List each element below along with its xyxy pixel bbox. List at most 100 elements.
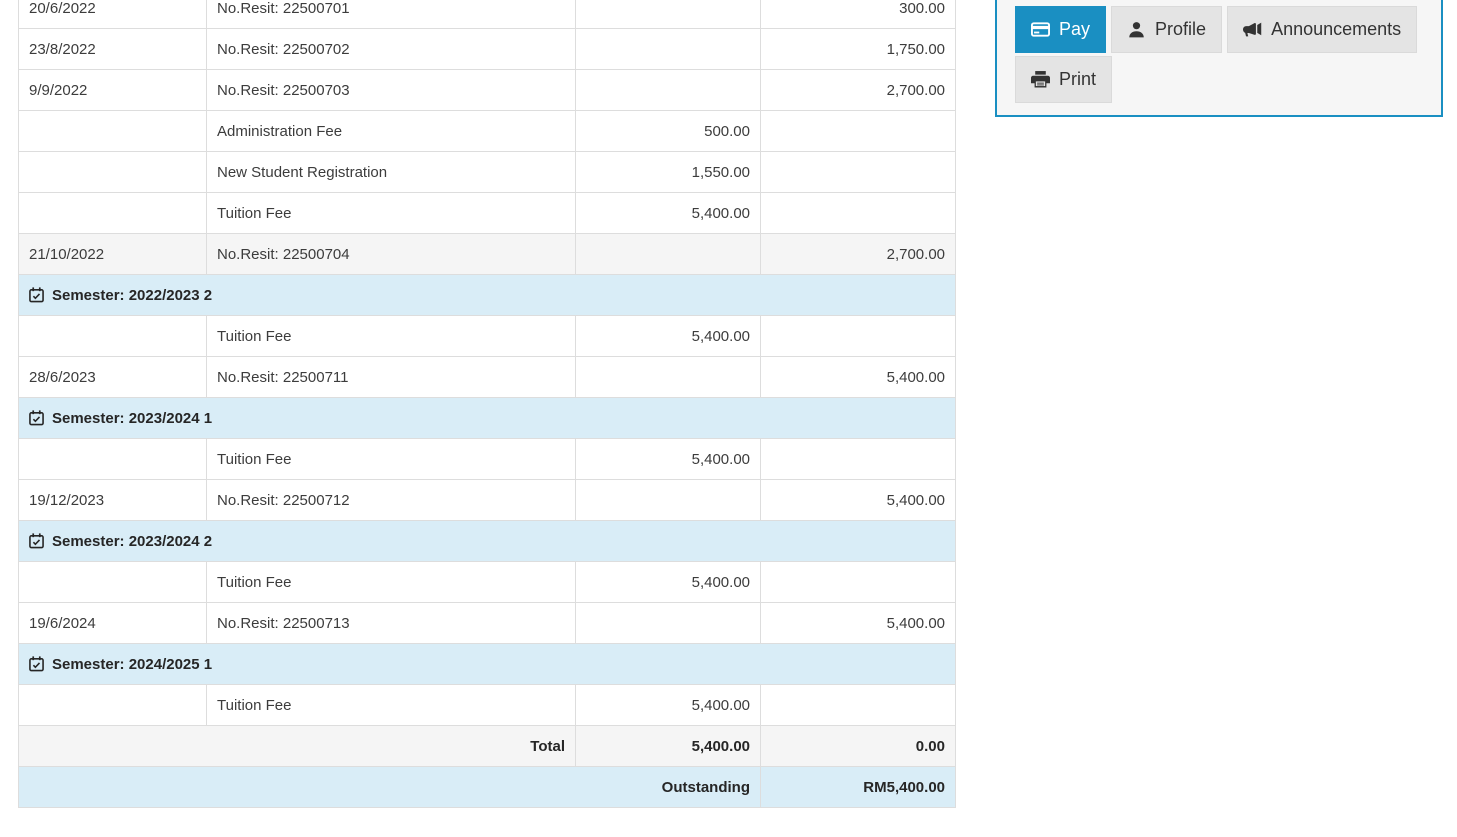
semester-header-cell: Semester: 2022/2023 2 <box>18 274 956 316</box>
outstanding-amount-cell: RM5,400.00 <box>760 766 956 808</box>
description-cell: Tuition Fee <box>206 684 576 726</box>
statement-row: Tuition Fee 5,400.00 <box>18 684 956 726</box>
description-cell: No.Resit: 22500713 <box>206 602 576 644</box>
date-cell <box>18 438 207 480</box>
print-button[interactable]: Print <box>1015 56 1113 103</box>
date-cell <box>18 561 207 603</box>
payment-cell <box>760 192 956 234</box>
charge-cell: 5,400.00 <box>575 315 761 357</box>
semester-label: Semester: 2023/2024 2 <box>52 532 213 550</box>
calendar-check-icon <box>29 286 44 303</box>
calendar-check-icon <box>29 532 44 549</box>
statement-row: Tuition Fee 5,400.00 <box>18 315 956 357</box>
button-label: Pay <box>1059 19 1091 39</box>
button-label: Profile <box>1155 19 1207 39</box>
statement-row: 28/6/2023 No.Resit: 22500711 5,400.00 <box>18 356 956 398</box>
payment-cell <box>760 110 956 152</box>
charge-cell <box>575 0 761 29</box>
description-cell: Tuition Fee <box>206 315 576 357</box>
bullhorn-icon <box>1243 21 1262 38</box>
outstanding-label-cell: Outstanding <box>18 766 761 808</box>
user-icon <box>1127 21 1146 38</box>
payment-cell: 300.00 <box>760 0 956 29</box>
semester-header-row: Semester: 2023/2024 2 <box>18 520 956 562</box>
payment-cell: 5,400.00 <box>760 479 956 521</box>
date-cell: 19/12/2023 <box>18 479 207 521</box>
payment-cell <box>760 561 956 603</box>
semester-label: Semester: 2022/2023 2 <box>52 286 213 304</box>
description-cell: Tuition Fee <box>206 438 576 480</box>
charge-cell: 500.00 <box>575 110 761 152</box>
description-cell: No.Resit: 22500701 <box>206 0 576 29</box>
print-icon <box>1031 71 1050 88</box>
semester-label: Semester: 2023/2024 1 <box>52 409 213 427</box>
description-cell: Tuition Fee <box>206 561 576 603</box>
total-charge-cell: 5,400.00 <box>575 725 761 767</box>
description-cell: No.Resit: 22500704 <box>206 233 576 275</box>
payment-cell <box>760 315 956 357</box>
date-cell <box>18 315 207 357</box>
statement-row: 19/6/2024 No.Resit: 22500713 5,400.00 <box>18 602 956 644</box>
charge-cell <box>575 233 761 275</box>
payment-cell: 1,750.00 <box>760 28 956 70</box>
profile-button[interactable]: Profile <box>1111 6 1223 53</box>
semester-header-row: Semester: 2024/2025 1 <box>18 643 956 685</box>
statement-row: Administration Fee 500.00 <box>18 110 956 152</box>
statement-row: 21/10/2022 No.Resit: 22500704 2,700.00 <box>18 233 956 275</box>
description-cell: New Student Registration <box>206 151 576 193</box>
date-cell <box>18 192 207 234</box>
charge-cell <box>575 28 761 70</box>
description-cell: No.Resit: 22500702 <box>206 28 576 70</box>
semester-header-cell: Semester: 2023/2024 2 <box>18 520 956 562</box>
outstanding-row: Outstanding RM5,400.00 <box>18 766 956 808</box>
description-cell: Administration Fee <box>206 110 576 152</box>
payment-cell <box>760 151 956 193</box>
total-row: Total 5,400.00 0.00 <box>18 725 956 767</box>
announcements-button[interactable]: Announcements <box>1227 6 1418 53</box>
charge-cell <box>575 479 761 521</box>
charge-cell: 1,550.00 <box>575 151 761 193</box>
calendar-check-icon <box>29 409 44 426</box>
payment-cell <box>760 684 956 726</box>
semester-header-cell: Semester: 2023/2024 1 <box>18 397 956 439</box>
semester-header-row: Semester: 2022/2023 2 <box>18 274 956 316</box>
description-cell: No.Resit: 22500711 <box>206 356 576 398</box>
statement-row: Tuition Fee 5,400.00 <box>18 561 956 603</box>
student-actions-panel: Pay Profile Announcements Print <box>995 0 1443 117</box>
pay-button[interactable]: Pay <box>1015 6 1107 53</box>
fee-statement-table: 20/6/2022 No.Resit: 22500701 300.00 23/8/20… <box>18 0 956 808</box>
total-payment-cell: 0.00 <box>760 725 956 767</box>
payment-cell <box>760 438 956 480</box>
charge-cell <box>575 69 761 111</box>
button-label: Announcements <box>1271 19 1402 39</box>
statement-row: 19/12/2023 No.Resit: 22500712 5,400.00 <box>18 479 956 521</box>
payment-cell: 2,700.00 <box>760 233 956 275</box>
charge-cell: 5,400.00 <box>575 192 761 234</box>
date-cell <box>18 110 207 152</box>
semester-label: Semester: 2024/2025 1 <box>52 655 213 673</box>
calendar-check-icon <box>29 655 44 672</box>
charge-cell: 5,400.00 <box>575 438 761 480</box>
date-cell <box>18 684 207 726</box>
charge-cell <box>575 602 761 644</box>
date-cell: 23/8/2022 <box>18 28 207 70</box>
statement-row: 9/9/2022 No.Resit: 22500703 2,700.00 <box>18 69 956 111</box>
semester-header-cell: Semester: 2024/2025 1 <box>18 643 956 685</box>
date-cell <box>18 151 207 193</box>
statement-row: 20/6/2022 No.Resit: 22500701 300.00 <box>18 0 956 29</box>
charge-cell: 5,400.00 <box>575 684 761 726</box>
credit-card-icon <box>1031 21 1050 38</box>
description-cell: No.Resit: 22500703 <box>206 69 576 111</box>
date-cell: 28/6/2023 <box>18 356 207 398</box>
statement-row: 23/8/2022 No.Resit: 22500702 1,750.00 <box>18 28 956 70</box>
semester-header-row: Semester: 2023/2024 1 <box>18 397 956 439</box>
statement-row: New Student Registration 1,550.00 <box>18 151 956 193</box>
charge-cell: 5,400.00 <box>575 561 761 603</box>
date-cell: 9/9/2022 <box>18 69 207 111</box>
button-label: Print <box>1059 69 1097 89</box>
payment-cell: 5,400.00 <box>760 602 956 644</box>
payment-cell: 5,400.00 <box>760 356 956 398</box>
charge-cell <box>575 356 761 398</box>
payment-cell: 2,700.00 <box>760 69 956 111</box>
description-cell: Tuition Fee <box>206 192 576 234</box>
